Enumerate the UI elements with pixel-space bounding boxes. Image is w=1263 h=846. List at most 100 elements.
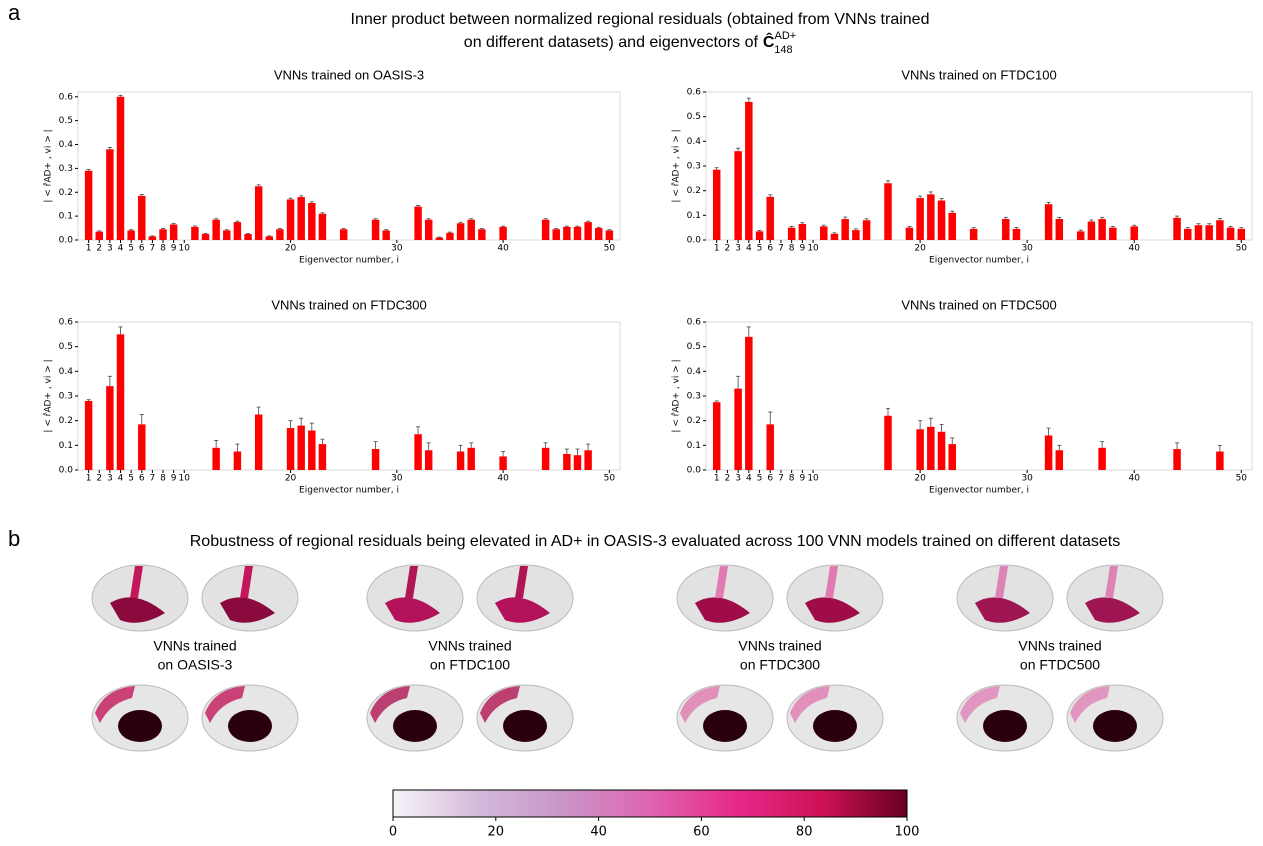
bar: [787, 227, 796, 240]
chart-title: VNNs trained on FTDC500: [901, 297, 1056, 312]
bar: [1205, 225, 1213, 240]
brain-lateral: [201, 564, 299, 632]
bar: [371, 449, 380, 470]
x-tick-label: 30: [1021, 474, 1033, 484]
plot-frame: [77, 321, 621, 471]
bar: [84, 170, 93, 240]
bar: [339, 229, 348, 240]
bar: [424, 450, 433, 470]
y-tick-label: 0.4: [59, 367, 74, 377]
brain-region: [118, 710, 162, 742]
x-tick-label: 9: [171, 244, 177, 254]
bar: [745, 101, 753, 240]
math-sub: 148: [774, 44, 792, 56]
y-tick-label: 0.3: [687, 392, 701, 402]
bar: [1098, 219, 1106, 240]
brain-region: [385, 597, 440, 623]
brain-region: [130, 566, 143, 598]
y-tick-label: 0.6: [59, 318, 74, 328]
x-tick-label: 5: [757, 244, 763, 254]
x-tick-label: 4: [118, 474, 124, 484]
y-axis-label: | < r̂AD+ , vi > |: [671, 129, 682, 202]
panel-title: on different datasets) and eigenvectors …: [464, 30, 796, 56]
bar: [1055, 219, 1064, 240]
map-label: on FTDC100: [430, 657, 510, 673]
x-tick-label: 9: [799, 244, 805, 254]
bar: [318, 213, 327, 240]
x-tick-label: 6: [767, 474, 773, 484]
panel-label: b: [8, 526, 20, 551]
brain-region: [220, 597, 275, 623]
bar: [138, 195, 146, 240]
bar: [467, 219, 475, 240]
x-tick-label: 10: [179, 244, 191, 254]
y-tick-label: 0.1: [59, 212, 73, 222]
bar: [478, 229, 486, 240]
chart-title: VNNs trained on OASIS-3: [274, 67, 424, 82]
bar: [734, 388, 742, 470]
y-tick-label: 0.5: [687, 112, 701, 122]
bar: [916, 429, 924, 470]
bar: [745, 336, 753, 470]
bar: [169, 224, 178, 240]
y-tick-label: 0.4: [59, 140, 74, 150]
bar: [414, 434, 422, 470]
brain-region: [393, 710, 437, 742]
bar: [254, 186, 263, 240]
bar: [116, 334, 125, 470]
x-tick-label: 20: [285, 244, 297, 254]
bar: [969, 228, 978, 240]
bar: [159, 229, 167, 240]
plot-frame: [705, 321, 1253, 471]
y-tick-label: 0.0: [687, 236, 702, 246]
bar: [712, 169, 721, 240]
bar: [297, 197, 305, 240]
chart-title: VNNs trained on FTDC100: [901, 67, 1056, 82]
brain-region: [240, 566, 253, 598]
bar: [318, 444, 327, 470]
bar: [541, 219, 550, 240]
bar: [766, 424, 774, 470]
bar: [1216, 451, 1224, 470]
x-tick-label: 50: [1236, 474, 1248, 484]
bar: [1237, 228, 1246, 240]
brain-region: [975, 597, 1030, 623]
map-label: VNNs trained: [738, 638, 821, 654]
plot-frame: [77, 91, 621, 241]
brain-region: [95, 686, 135, 723]
map-label: on FTDC500: [1020, 657, 1100, 673]
bar: [605, 230, 614, 240]
x-tick-label: 4: [746, 474, 752, 484]
y-tick-label: 0.5: [687, 342, 701, 352]
colorbar-tick-label: 100: [895, 825, 920, 840]
x-tick-label: 40: [497, 244, 509, 254]
bar: [1226, 227, 1235, 240]
brain-region: [715, 566, 728, 598]
bar: [1173, 449, 1181, 470]
x-tick-label: 8: [789, 474, 795, 484]
bar: [573, 226, 582, 240]
brain-lateral: [786, 564, 884, 632]
y-tick-label: 0.4: [687, 367, 702, 377]
bar: [414, 206, 422, 240]
bar: [766, 196, 774, 240]
x-tick-label: 30: [391, 474, 403, 484]
x-tick-label: 30: [391, 244, 403, 254]
brain-lateral: [91, 564, 189, 632]
bar: [712, 402, 721, 470]
bar: [1130, 226, 1138, 240]
bar: [1087, 221, 1096, 240]
brain-region: [695, 597, 750, 623]
bar: [563, 226, 571, 240]
x-tick-label: 8: [160, 474, 166, 484]
x-tick-label: 7: [778, 474, 784, 484]
y-tick-label: 0.0: [687, 466, 702, 476]
math-base: Ĉ: [763, 32, 775, 51]
bar: [223, 230, 231, 240]
brain-region: [503, 710, 547, 742]
x-tick-label: 4: [746, 244, 752, 254]
x-tick-label: 3: [107, 474, 113, 484]
bar: [595, 228, 603, 240]
bar: [820, 226, 828, 240]
